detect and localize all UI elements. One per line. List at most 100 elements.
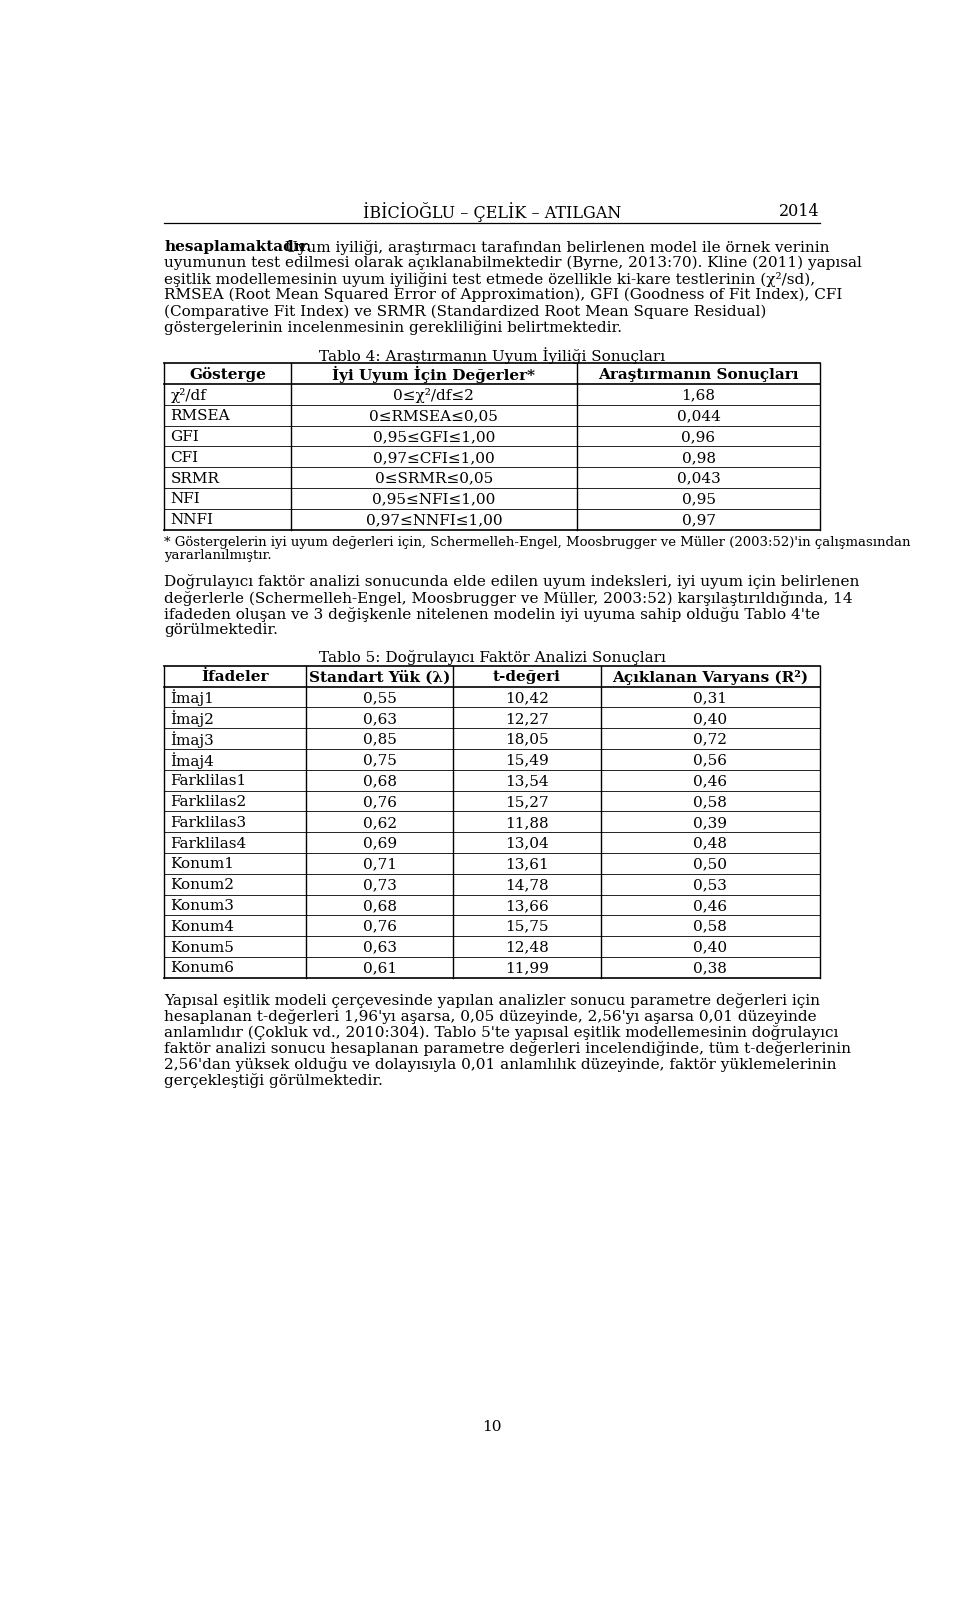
- Text: Konum5: Konum5: [170, 940, 234, 954]
- Text: 18,05: 18,05: [505, 732, 549, 747]
- Text: 0,38: 0,38: [693, 961, 727, 975]
- Text: 0,95≤NFI≤1,00: 0,95≤NFI≤1,00: [372, 492, 495, 506]
- Text: 0,043: 0,043: [677, 471, 720, 485]
- Text: görülmektedir.: görülmektedir.: [164, 623, 278, 636]
- Text: Konum1: Konum1: [170, 857, 234, 872]
- Text: 11,99: 11,99: [505, 961, 549, 975]
- Text: 0≤RMSEA≤0,05: 0≤RMSEA≤0,05: [370, 409, 498, 424]
- Text: 0,58: 0,58: [693, 795, 727, 808]
- Text: Farklilas3: Farklilas3: [170, 815, 247, 829]
- Text: SRMR: SRMR: [170, 471, 220, 485]
- Text: Tablo 5: Doğrulayıcı Faktör Analizi Sonuçları: Tablo 5: Doğrulayıcı Faktör Analizi Sonu…: [319, 649, 665, 664]
- Text: 0,69: 0,69: [363, 836, 396, 850]
- Text: değerlerle (Schermelleh-Engel, Moosbrugger ve Müller, 2003:52) karşılaştırıldığı: değerlerle (Schermelleh-Engel, Moosbrugg…: [164, 591, 852, 605]
- Text: uyumunun test edilmesi olarak açıklanabilmektedir (Byrne, 2013:70). Kline (2011): uyumunun test edilmesi olarak açıklanabi…: [164, 255, 862, 269]
- Text: hesaplanan t-değerleri 1,96'yı aşarsa, 0,05 düzeyinde, 2,56'yı aşarsa 0,01 düzey: hesaplanan t-değerleri 1,96'yı aşarsa, 0…: [164, 1008, 817, 1022]
- Text: 0,97≤CFI≤1,00: 0,97≤CFI≤1,00: [373, 451, 494, 464]
- Text: 0,76: 0,76: [363, 919, 396, 933]
- Text: 12,48: 12,48: [505, 940, 549, 954]
- Text: 0,46: 0,46: [693, 774, 728, 787]
- Text: İmaj1: İmaj1: [170, 690, 214, 706]
- Text: 11,88: 11,88: [505, 815, 549, 829]
- Text: 0,55: 0,55: [363, 691, 396, 704]
- Text: 0,76: 0,76: [363, 795, 396, 808]
- Text: yararlanılmıştır.: yararlanılmıştır.: [164, 549, 272, 562]
- Text: 0,46: 0,46: [693, 899, 728, 912]
- Text: 10: 10: [482, 1419, 502, 1433]
- Text: 15,27: 15,27: [505, 795, 549, 808]
- Text: 0,85: 0,85: [363, 732, 396, 747]
- Text: 0,40: 0,40: [693, 711, 728, 725]
- Text: (Comparative Fit Index) ve SRMR (Standardized Root Mean Square Residual): (Comparative Fit Index) ve SRMR (Standar…: [164, 304, 766, 318]
- Text: Konum2: Konum2: [170, 878, 234, 891]
- Text: İmaj2: İmaj2: [170, 709, 214, 727]
- Text: Standart Yük (λ): Standart Yük (λ): [309, 670, 450, 683]
- Text: 10,42: 10,42: [505, 691, 549, 704]
- Text: Konum3: Konum3: [170, 899, 234, 912]
- Text: 0,97: 0,97: [682, 513, 715, 527]
- Text: Uyum iyiliği, araştırmacı tarafından belirlenen model ile örnek verinin: Uyum iyiliği, araştırmacı tarafından bel…: [280, 239, 829, 255]
- Text: 0,95≤GFI≤1,00: 0,95≤GFI≤1,00: [372, 430, 495, 443]
- Text: RMSEA (Root Mean Squared Error of Approximation), GFI (Goodness of Fit Index), C: RMSEA (Root Mean Squared Error of Approx…: [164, 287, 843, 302]
- Text: İfadeler: İfadeler: [202, 670, 269, 683]
- Text: 0,53: 0,53: [693, 878, 727, 891]
- Text: NNFI: NNFI: [170, 513, 213, 527]
- Text: İmaj4: İmaj4: [170, 751, 214, 768]
- Text: 13,04: 13,04: [505, 836, 549, 850]
- Text: 0,71: 0,71: [363, 857, 396, 872]
- Text: 0,58: 0,58: [693, 919, 727, 933]
- Text: Gösterge: Gösterge: [189, 367, 266, 381]
- Text: 14,78: 14,78: [505, 878, 549, 891]
- Text: 0,62: 0,62: [363, 815, 396, 829]
- Text: Konum6: Konum6: [170, 961, 234, 975]
- Text: hesaplamaktadır.: hesaplamaktadır.: [164, 239, 312, 253]
- Text: 2014: 2014: [780, 203, 820, 221]
- Text: CFI: CFI: [170, 451, 199, 464]
- Text: ifadeden oluşan ve 3 değişkenle nitelenen modelin iyi uyuma sahip olduğu Tablo 4: ifadeden oluşan ve 3 değişkenle nitelene…: [164, 607, 820, 622]
- Text: eşitlik modellemesinin uyum iyiliğini test etmede özellikle ki-kare testlerinin : eşitlik modellemesinin uyum iyiliğini te…: [164, 271, 815, 287]
- Text: Tablo 4: Araştırmanın Uyum İyiliği Sonuçları: Tablo 4: Araştırmanın Uyum İyiliği Sonuç…: [319, 347, 665, 364]
- Text: 15,75: 15,75: [505, 919, 548, 933]
- Text: 13,66: 13,66: [505, 899, 549, 912]
- Text: RMSEA: RMSEA: [170, 409, 230, 424]
- Text: göstergelerinin incelenmesinin gerekliliğini belirtmektedir.: göstergelerinin incelenmesinin gereklili…: [164, 320, 622, 336]
- Text: 0≤SRMR≤0,05: 0≤SRMR≤0,05: [374, 471, 493, 485]
- Text: GFI: GFI: [170, 430, 199, 443]
- Text: 0,98: 0,98: [682, 451, 715, 464]
- Text: 12,27: 12,27: [505, 711, 549, 725]
- Text: 0,56: 0,56: [693, 753, 727, 768]
- Text: 0,72: 0,72: [693, 732, 727, 747]
- Text: 13,54: 13,54: [505, 774, 549, 787]
- Text: 0,68: 0,68: [363, 899, 396, 912]
- Text: faktör analizi sonucu hesaplanan parametre değerleri incelendiğinde, tüm t-değer: faktör analizi sonucu hesaplanan paramet…: [164, 1040, 852, 1055]
- Text: 0,95: 0,95: [682, 492, 715, 506]
- Text: 0,68: 0,68: [363, 774, 396, 787]
- Text: * Göstergelerin iyi uyum değerleri için, Schermelleh-Engel, Moosbrugger ve Mülle: * Göstergelerin iyi uyum değerleri için,…: [164, 536, 911, 549]
- Text: 0,63: 0,63: [363, 940, 396, 954]
- Text: 0,73: 0,73: [363, 878, 396, 891]
- Text: Doğrulayıcı faktör analizi sonucunda elde edilen uyum indeksleri, iyi uyum için : Doğrulayıcı faktör analizi sonucunda eld…: [164, 575, 859, 589]
- Text: Yapısal eşitlik modeli çerçevesinde yapılan analizler sonucu parametre değerleri: Yapısal eşitlik modeli çerçevesinde yapı…: [164, 992, 820, 1006]
- Text: 2,56'dan yüksek olduğu ve dolayısıyla 0,01 anlamlılık düzeyinde, faktör yüklemel: 2,56'dan yüksek olduğu ve dolayısıyla 0,…: [164, 1057, 837, 1071]
- Text: Konum4: Konum4: [170, 919, 234, 933]
- Text: t-değeri: t-değeri: [492, 670, 561, 683]
- Text: Araştırmanın Sonuçları: Araştırmanın Sonuçları: [598, 367, 799, 381]
- Text: 0,75: 0,75: [363, 753, 396, 768]
- Text: 0,39: 0,39: [693, 815, 727, 829]
- Text: İyi Uyum İçin Değerler*: İyi Uyum İçin Değerler*: [332, 365, 536, 383]
- Text: 0,97≤NNFI≤1,00: 0,97≤NNFI≤1,00: [366, 513, 502, 527]
- Text: 0≤χ²/df≤2: 0≤χ²/df≤2: [394, 388, 474, 403]
- Text: 0,61: 0,61: [363, 961, 396, 975]
- Text: Farklilas2: Farklilas2: [170, 795, 247, 808]
- Text: Farklilas1: Farklilas1: [170, 774, 247, 787]
- Text: NFI: NFI: [170, 492, 200, 506]
- Text: gerçekleştiği görülmektedir.: gerçekleştiği görülmektedir.: [164, 1073, 383, 1087]
- Text: 0,40: 0,40: [693, 940, 728, 954]
- Text: 1,68: 1,68: [682, 388, 715, 403]
- Text: Açıklanan Varyans (R²): Açıklanan Varyans (R²): [612, 669, 808, 685]
- Text: 13,61: 13,61: [505, 857, 549, 872]
- Text: 15,49: 15,49: [505, 753, 549, 768]
- Text: 0,31: 0,31: [693, 691, 727, 704]
- Text: İBİCİOĞLU – ÇELİK – ATILGAN: İBİCİOĞLU – ÇELİK – ATILGAN: [363, 201, 621, 222]
- Text: 0,044: 0,044: [677, 409, 720, 424]
